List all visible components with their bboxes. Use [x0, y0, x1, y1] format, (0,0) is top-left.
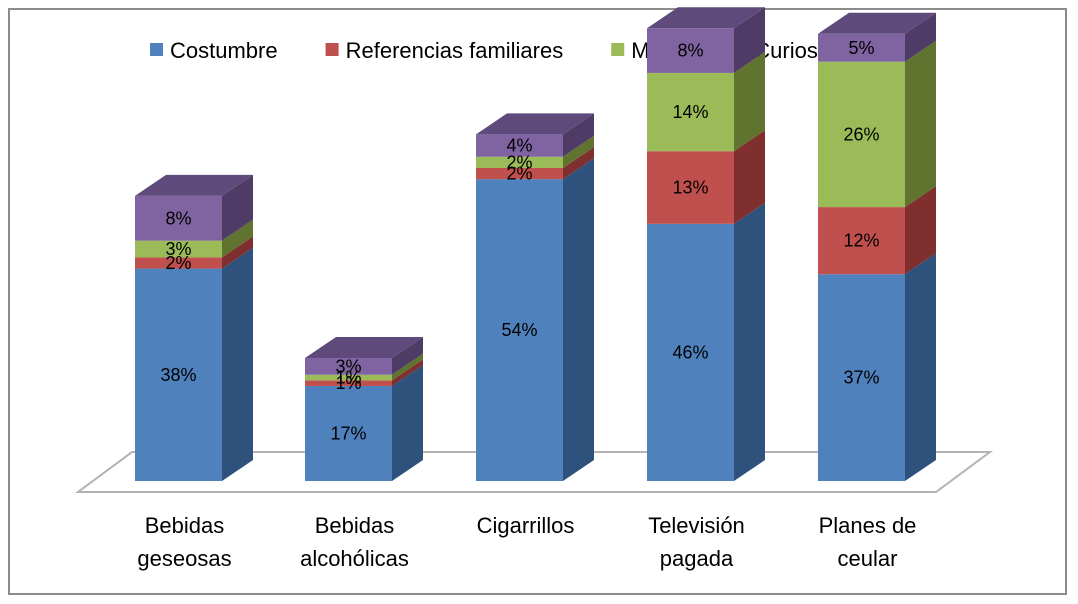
category-label-4-line-0: Planes de [819, 513, 917, 538]
bar-0-1 [135, 257, 222, 269]
bar-side-4-0 [905, 253, 936, 481]
bar-3-0 [647, 223, 734, 482]
data-label-3-1: 13% [672, 178, 708, 198]
category-label-0-line-0: Bebidas [145, 513, 225, 538]
bar-side-0-2 [222, 219, 253, 258]
bar-side-0-0 [222, 247, 253, 481]
bar-side-4-1 [905, 186, 936, 275]
data-label-3-3: 8% [677, 41, 703, 61]
bar-0-3 [135, 195, 222, 241]
data-label-4-3: 5% [848, 38, 874, 58]
data-label-1-1: 1% [335, 373, 361, 393]
bar-side-1-3 [392, 337, 423, 375]
bar-top-4 [818, 12, 936, 34]
bar-top-1 [305, 337, 423, 359]
legend-swatch-2 [611, 43, 625, 56]
bar-side-0-1 [222, 236, 253, 269]
bar-side-3-1 [734, 130, 765, 224]
category-label-3-line-1: pagada [660, 546, 734, 571]
bar-4-3 [818, 33, 905, 62]
data-label-4-1: 12% [843, 231, 879, 251]
data-label-1-2: 1% [335, 368, 361, 388]
bar-1-3 [305, 358, 392, 375]
data-label-2-2: 2% [506, 152, 532, 172]
legend-label-0: Costumbre [170, 38, 278, 63]
category-label-3-line-0: Televisión [648, 513, 745, 538]
bar-4-1 [818, 207, 905, 275]
data-label-0-1: 2% [165, 253, 191, 273]
data-label-4-0: 37% [843, 368, 879, 388]
category-label-0-line-1: geseosas [137, 546, 231, 571]
bar-1-2 [305, 374, 392, 381]
bar-0-2 [135, 240, 222, 258]
bar-top-3 [647, 7, 765, 29]
bar-0-0 [135, 268, 222, 481]
bar-side-4-2 [905, 40, 936, 208]
bar-side-1-2 [392, 353, 423, 381]
data-label-1-0: 17% [330, 423, 366, 443]
data-label-2-0: 54% [501, 320, 537, 340]
bar-side-2-0 [563, 158, 594, 481]
bar-side-2-1 [563, 146, 594, 180]
bar-4-0 [818, 274, 905, 481]
bar-4-2 [818, 61, 905, 208]
data-label-3-2: 14% [672, 102, 708, 122]
bar-side-3-3 [734, 7, 765, 73]
category-label-2: Cigarrillos [477, 513, 575, 538]
data-label-2-1: 2% [506, 164, 532, 184]
bar-top-2 [476, 113, 594, 135]
bar-1-1 [305, 380, 392, 386]
data-label-2-3: 4% [506, 136, 532, 156]
category-label-1-line-1: alcohólicas [300, 546, 409, 571]
bar-3-1 [647, 151, 734, 224]
bar-2-2 [476, 156, 563, 168]
bar-3-2 [647, 72, 734, 152]
bar-2-3 [476, 134, 563, 157]
data-label-0-2: 3% [165, 239, 191, 259]
bar-top-0 [135, 174, 253, 196]
category-label-1-line-0: Bebidas [315, 513, 395, 538]
bar-side-2-2 [563, 135, 594, 168]
bar-side-4-3 [905, 12, 936, 62]
bar-side-1-1 [392, 359, 423, 386]
data-label-3-0: 46% [672, 342, 708, 362]
bar-2-0 [476, 179, 563, 481]
legend-label-1: Referencias familiares [346, 38, 564, 63]
bar-side-1-0 [392, 364, 423, 481]
bar-side-2-3 [563, 113, 594, 157]
bar-side-3-0 [734, 202, 765, 482]
bar-1-0 [305, 385, 392, 481]
bar-3-3 [647, 28, 734, 73]
data-label-0-0: 38% [160, 365, 196, 385]
bar-side-0-3 [222, 174, 253, 241]
data-label-1-3: 3% [335, 356, 361, 376]
data-label-4-2: 26% [843, 124, 879, 144]
category-label-4-line-1: ceular [838, 546, 898, 571]
data-label-0-3: 8% [165, 208, 191, 228]
legend-swatch-1 [325, 43, 339, 56]
bar-2-1 [476, 167, 563, 180]
legend-swatch-0 [150, 43, 163, 56]
bar-side-3-2 [734, 51, 765, 152]
